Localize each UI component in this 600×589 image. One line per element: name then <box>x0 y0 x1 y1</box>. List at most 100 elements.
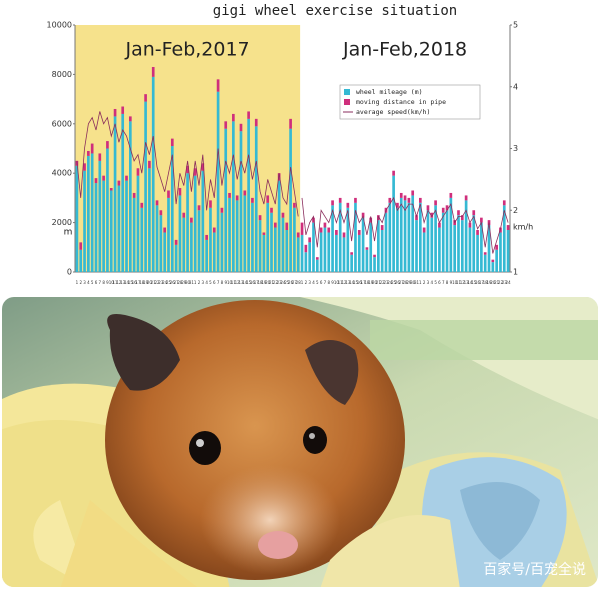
bar-segment <box>289 128 292 272</box>
bar-segment <box>304 244 308 253</box>
x-tick-label: 9 <box>450 280 453 285</box>
bar-segment <box>151 66 155 77</box>
bar-segment <box>357 234 361 272</box>
x-tick-label: 24 <box>506 280 512 285</box>
bar-segment <box>151 76 155 273</box>
bar-segment <box>273 227 277 272</box>
bar-segment <box>411 195 415 272</box>
x-tick-label: 14 <box>124 280 130 285</box>
x-tick-label: 6 <box>320 280 323 285</box>
x-tick-label: 20 <box>265 280 271 285</box>
bar-segment <box>159 215 163 272</box>
bar-segment <box>415 220 418 272</box>
bar-segment <box>323 227 327 272</box>
bar-segment <box>399 192 403 198</box>
bar-segment <box>79 242 83 250</box>
x-tick-label: 10 <box>109 280 115 285</box>
x-tick-label: 6 <box>438 280 441 285</box>
bar-segment <box>94 178 98 184</box>
x-tick-label: 10 <box>334 280 340 285</box>
x-tick-label: 24 <box>162 280 168 285</box>
x-tick-label: 27 <box>174 280 180 285</box>
bar-segment <box>254 126 258 273</box>
bar-segment <box>315 257 319 260</box>
bar-segment <box>212 227 216 233</box>
bar-segment <box>144 94 147 102</box>
x-tick-label: 16 <box>357 280 363 285</box>
bar-segment <box>182 217 186 272</box>
bar-segment <box>354 202 357 272</box>
x-tick-label: 13 <box>345 280 351 285</box>
bar-segment <box>483 254 487 272</box>
x-tick-label: 23 <box>277 280 283 285</box>
x-tick-label: 17 <box>361 280 367 285</box>
y-tick-label: 10000 <box>47 21 72 30</box>
bar-segment <box>342 237 346 272</box>
bar-segment <box>117 180 121 186</box>
x-tick-label: 3 <box>308 280 311 285</box>
x-tick-label: 11 <box>113 280 119 285</box>
bar-segment <box>449 192 453 198</box>
x-tick-label: 22 <box>380 280 386 285</box>
bar-segment <box>460 215 464 221</box>
x-tick-label: 25 <box>166 280 172 285</box>
bar-segment <box>327 232 331 272</box>
bar-segment <box>346 202 350 208</box>
bar-segment <box>266 202 270 272</box>
x-tick-label: 7 <box>324 280 327 285</box>
bar-segment <box>205 234 208 240</box>
bar-segment <box>232 113 235 122</box>
bar-segment <box>434 205 437 272</box>
bar-segment <box>346 207 350 272</box>
bar-segment <box>109 188 113 191</box>
bar-segment <box>460 220 464 272</box>
bar-segment <box>308 242 312 272</box>
bar-segment <box>106 148 109 272</box>
bar-segment <box>94 183 98 272</box>
x-tick-label: 12 <box>460 280 466 285</box>
bar-segment <box>499 232 502 272</box>
bar-segment <box>140 207 144 272</box>
watermark: 百家号/百宠全说 <box>483 561 586 578</box>
x-tick-label: 7 <box>99 280 102 285</box>
bar-segment <box>377 220 380 272</box>
bar-segment <box>327 227 331 233</box>
bar-segment <box>90 143 94 154</box>
y-tick-label: 2000 <box>52 218 72 227</box>
x-tick-label: 6 <box>95 280 98 285</box>
x-tick-label: 22 <box>273 280 279 285</box>
legend-box <box>339 84 481 120</box>
bar-segment <box>407 202 411 272</box>
bar-segment <box>182 212 186 218</box>
x-tick-label: 13 <box>120 280 126 285</box>
bar-segment <box>480 217 483 223</box>
y-tick-label: 0 <box>67 268 72 277</box>
bar-segment <box>472 215 476 272</box>
x-tick-label: 16 <box>250 280 256 285</box>
bar-segment <box>201 163 205 171</box>
bar-segment <box>113 116 117 272</box>
bar-segment <box>388 202 392 272</box>
bar-segment <box>422 227 426 233</box>
bar-segment <box>350 252 353 255</box>
bar-segment <box>144 101 147 272</box>
speed-line <box>76 111 299 217</box>
x-tick-label: 12 <box>341 280 347 285</box>
bar-segment <box>285 222 289 231</box>
bar-segment <box>476 234 479 272</box>
bar-segment <box>495 249 498 272</box>
period-label: Jan-Feb,2017 <box>124 39 249 61</box>
x-tick-label: 14 <box>467 280 473 285</box>
y-tick-label: 8000 <box>52 70 72 79</box>
bar-segment <box>342 232 346 238</box>
bar-segment <box>380 225 384 231</box>
bar-segment <box>186 173 189 272</box>
bar-segment <box>239 123 243 132</box>
bar-segment <box>167 197 170 272</box>
bar-segment <box>148 168 151 272</box>
bar-segment <box>220 212 224 272</box>
bar-segment <box>441 207 445 213</box>
x-tick-label: 4 <box>87 280 90 285</box>
x-tick-label: 11 <box>338 280 344 285</box>
